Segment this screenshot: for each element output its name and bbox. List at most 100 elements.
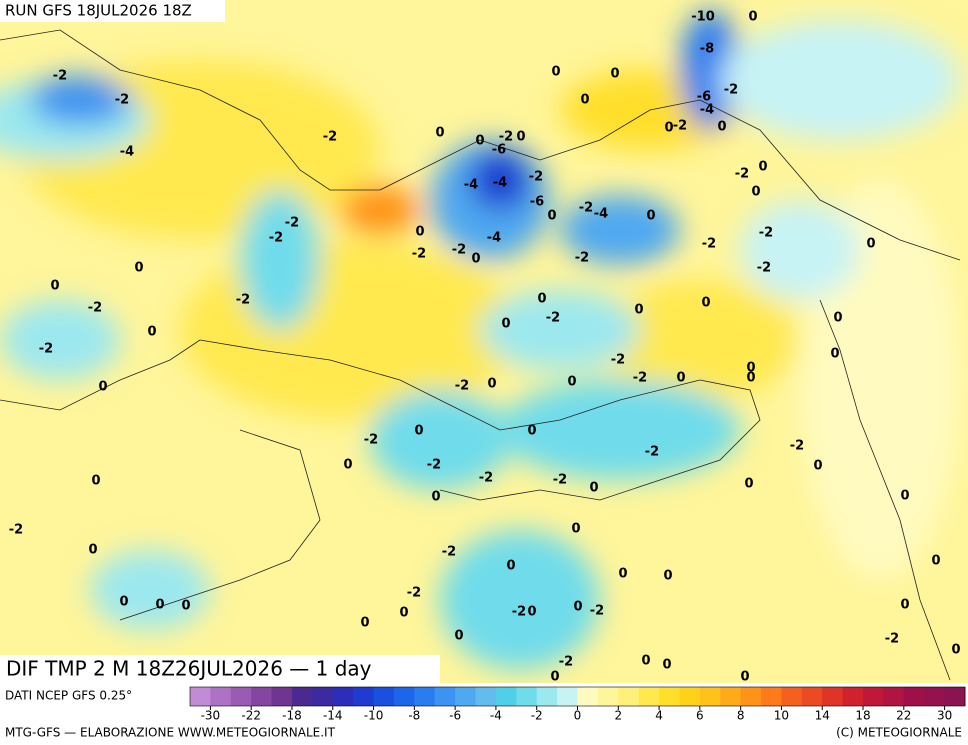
contour-label: -2 xyxy=(759,226,773,241)
color-swatch xyxy=(230,687,252,706)
color-swatch xyxy=(190,687,211,706)
contour-label: -2 xyxy=(885,632,899,647)
color-swatch xyxy=(271,687,293,706)
colorbar-tick-label: -14 xyxy=(323,709,343,723)
color-swatch xyxy=(781,687,803,706)
contour-label: 0 xyxy=(573,600,582,615)
colorbar-tick-label: -8 xyxy=(408,709,420,723)
contour-label: 0 xyxy=(343,458,352,473)
colorbar-tick-label: 2 xyxy=(614,709,622,723)
contour-label: -2 xyxy=(39,342,53,357)
contour-label: 0 xyxy=(610,67,619,82)
contour-label: 0 xyxy=(91,474,100,489)
color-swatch xyxy=(822,687,844,706)
color-swatch xyxy=(944,687,966,706)
color-swatch xyxy=(353,687,375,706)
contour-label: -2 xyxy=(673,119,687,134)
contour-label: -2 xyxy=(702,237,716,252)
contour-label: -4 xyxy=(594,207,608,222)
contour-label: 0 xyxy=(746,371,755,386)
contour-label: 0 xyxy=(900,489,909,504)
border-line xyxy=(199,339,761,501)
color-swatch xyxy=(210,687,232,706)
contour-label: -2 xyxy=(529,170,543,185)
color-swatch xyxy=(761,687,782,706)
data-source: DATI NCEP GFS 0.25° xyxy=(5,689,132,703)
color-swatch xyxy=(740,687,762,706)
contour-label: -4 xyxy=(464,178,478,193)
color-swatch xyxy=(720,687,742,706)
color-swatch xyxy=(536,687,558,706)
colorbar-tick-label: 8 xyxy=(737,709,745,723)
contour-labels: -10 0-2-80 0-2 0 -6 -2-40 -2 0-2 00 -2 0-4 -6-2 -2 0-… xyxy=(9,10,961,685)
colorbar-tick-label: -10 xyxy=(364,709,384,723)
run-title: RUN GFS 18JUL2026 18Z xyxy=(5,2,192,20)
contour-label: -2 xyxy=(499,130,513,145)
contour-label: 0 xyxy=(748,10,757,25)
contour-label: -2 xyxy=(9,523,23,538)
contour-label: 0 xyxy=(618,567,627,582)
contour-label: -2 xyxy=(442,545,456,560)
colorbar-tick-label: -6 xyxy=(449,709,461,723)
contour-label: 0 xyxy=(527,424,536,439)
contour-label: 0 xyxy=(567,375,576,390)
color-swatch xyxy=(455,687,477,706)
color-swatch xyxy=(597,687,619,706)
color-swatch xyxy=(393,687,415,706)
contour-label: -2 xyxy=(364,433,378,448)
contour-label: -2 xyxy=(455,379,469,394)
color-swatch xyxy=(434,687,456,706)
contour-label: -2 xyxy=(115,93,129,108)
contour-label: 0 xyxy=(663,569,672,584)
map-field xyxy=(0,0,968,683)
contour-label: 0 xyxy=(751,185,760,200)
color-swatch xyxy=(495,687,517,706)
contour-label: 0 xyxy=(813,459,822,474)
contour-label: -10 xyxy=(691,10,715,25)
contour-label: -2 xyxy=(407,586,421,601)
contour-label: -6 xyxy=(530,195,544,210)
colorbar: -30 -22 -18 -14 -10 -8 -6 -4 -2 0 2 4 6 8 10 14 18 22 30 xyxy=(189,686,966,723)
contour-label: -8 xyxy=(700,42,714,57)
colorbar-tick-label: -2 xyxy=(531,709,543,723)
colorbar-tick-label: 18 xyxy=(855,709,870,723)
contour-label: 0 xyxy=(717,120,726,135)
contour-label: 0 xyxy=(471,252,480,267)
contour-label: 0 xyxy=(664,121,673,136)
border-line xyxy=(0,29,961,261)
contour-label: -4 xyxy=(493,176,507,191)
colorbar-tick-label: -4 xyxy=(490,709,502,723)
color-swatch xyxy=(332,687,354,706)
contour-label: 0 xyxy=(134,261,143,276)
contour-label: 0 xyxy=(155,598,164,613)
contour-label: 0 xyxy=(360,616,369,631)
contour-label: 0 xyxy=(641,654,650,669)
caption-box xyxy=(0,655,440,684)
footer-right: (C) METEOGIORNALE xyxy=(836,726,962,740)
contour-label: -6 xyxy=(492,143,506,158)
color-swatch xyxy=(475,687,497,706)
colorbar-tick-label: -30 xyxy=(201,709,221,723)
contour-label: 0 xyxy=(551,65,560,80)
contour-label: 0 xyxy=(676,371,685,386)
contour-label: -2 xyxy=(88,301,102,316)
contour-label: 0 xyxy=(98,380,107,395)
colorbar-tick-label: -18 xyxy=(282,709,302,723)
color-swatch xyxy=(842,687,864,706)
color-swatch xyxy=(516,687,538,706)
contour-label: -2 xyxy=(269,231,283,246)
contour-label: 0 xyxy=(415,225,424,240)
contour-label: -2 xyxy=(724,83,738,98)
color-swatch xyxy=(251,687,273,706)
border-line xyxy=(819,299,951,681)
contour-label: 0 xyxy=(900,598,909,613)
contour-label: -2 xyxy=(427,458,441,473)
contour-label: 0 xyxy=(50,279,59,294)
colorbar-tick-label: 10 xyxy=(774,709,789,723)
color-swatch xyxy=(414,687,436,706)
title-box xyxy=(0,0,225,22)
contour-label: -2 xyxy=(575,251,589,266)
contour-label: -2 xyxy=(323,130,337,145)
contour-label: 0 xyxy=(758,160,767,175)
color-swatch xyxy=(373,687,395,706)
